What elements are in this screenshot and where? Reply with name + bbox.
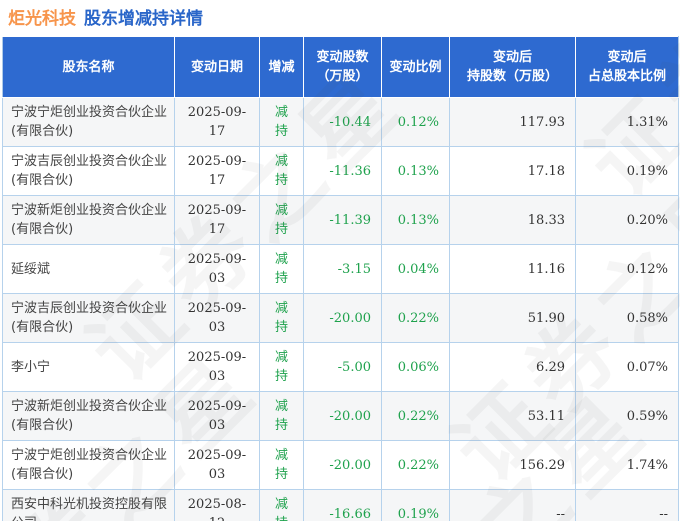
- cell-ratio-after: 0.58%: [575, 293, 679, 343]
- table-row: 李小宁 2025-09-03 减持 -5.00 0.06% 6.29 0.07%: [2, 342, 679, 392]
- table-row: 宁波吉辰创业投资合伙企业(有限合伙) 2025-09-17 减持 -11.36 0.13…: [2, 146, 679, 196]
- cell-ratio-after: 0.59%: [575, 391, 679, 441]
- table-row: 延绥斌 2025-09-03 减持 -3.15 0.04% 11.16 0.12%: [2, 244, 679, 294]
- cell-ratio-after: --: [575, 489, 679, 521]
- cell-change-date: 2025-09-03: [174, 440, 260, 490]
- cell-shares-after: --: [449, 489, 576, 521]
- cell-change-ratio: 0.06%: [381, 342, 450, 392]
- cell-inc-dec: 减持: [259, 97, 304, 147]
- cell-change-shares: -11.39: [303, 195, 382, 245]
- cell-shareholder-name: 宁波宁炬创业投资合伙企业(有限合伙): [2, 97, 175, 147]
- table-row: 宁波吉辰创业投资合伙企业(有限合伙) 2025-09-03 减持 -20.00 0.22…: [2, 293, 679, 343]
- cell-change-ratio: 0.19%: [381, 489, 450, 521]
- col-header-change-ratio: 变动比例: [381, 36, 450, 98]
- cell-change-ratio: 0.22%: [381, 440, 450, 490]
- table-header: 股东名称 变动日期 增减 变动股数 （万股） 变动比例 变动后 持股数（万股） 变动…: [2, 36, 679, 98]
- cell-inc-dec: 减持: [259, 293, 304, 343]
- cell-shares-after: 117.93: [449, 97, 576, 147]
- cell-shares-after: 18.33: [449, 195, 576, 245]
- cell-shareholder-name: 宁波新炬创业投资合伙企业(有限合伙): [2, 195, 175, 245]
- cell-inc-dec: 减持: [259, 244, 304, 294]
- cell-change-shares: -20.00: [303, 391, 382, 441]
- cell-ratio-after: 0.12%: [575, 244, 679, 294]
- cell-change-shares: -16.66: [303, 489, 382, 521]
- cell-change-date: 2025-09-03: [174, 342, 260, 392]
- cell-change-shares: -20.00: [303, 440, 382, 490]
- cell-shareholder-name: 宁波新炬创业投资合伙企业(有限合伙): [2, 391, 175, 441]
- cell-inc-dec: 减持: [259, 440, 304, 490]
- cell-change-date: 2025-09-03: [174, 244, 260, 294]
- cell-change-ratio: 0.22%: [381, 293, 450, 343]
- cell-change-date: 2025-09-03: [174, 391, 260, 441]
- cell-inc-dec: 减持: [259, 146, 304, 196]
- cell-inc-dec: 减持: [259, 489, 304, 521]
- page-subtitle: 股东增减持详情: [84, 9, 203, 29]
- cell-shareholder-name: 李小宁: [2, 342, 175, 392]
- table-row: 宁波新炬创业投资合伙企业(有限合伙) 2025-09-17 减持 -11.39 0.13…: [2, 195, 679, 245]
- cell-change-date: 2025-09-17: [174, 97, 260, 147]
- cell-change-shares: -5.00: [303, 342, 382, 392]
- page-title: 炬光科技 股东增减持详情: [0, 0, 680, 36]
- cell-shares-after: 11.16: [449, 244, 576, 294]
- cell-shares-after: 51.90: [449, 293, 576, 343]
- cell-change-date: 2025-09-17: [174, 195, 260, 245]
- cell-change-shares: -3.15: [303, 244, 382, 294]
- cell-shareholder-name: 宁波宁炬创业投资合伙企业(有限合伙): [2, 440, 175, 490]
- cell-change-ratio: 0.13%: [381, 195, 450, 245]
- table-row: 宁波宁炬创业投资合伙企业(有限合伙) 2025-09-17 减持 -10.44 0.12…: [2, 97, 679, 147]
- col-header-shares-after: 变动后 持股数（万股）: [449, 36, 576, 98]
- col-header-ratio-after: 变动后 占总股本比例: [575, 36, 679, 98]
- cell-change-ratio: 0.22%: [381, 391, 450, 441]
- cell-change-shares: -11.36: [303, 146, 382, 196]
- cell-change-ratio: 0.12%: [381, 97, 450, 147]
- cell-change-ratio: 0.13%: [381, 146, 450, 196]
- cell-change-date: 2025-09-03: [174, 293, 260, 343]
- col-header-shareholder-name: 股东名称: [2, 36, 175, 98]
- cell-change-ratio: 0.04%: [381, 244, 450, 294]
- cell-ratio-after: 1.74%: [575, 440, 679, 490]
- cell-shares-after: 53.11: [449, 391, 576, 441]
- table-row: 西安中科光机投资控股有限公司2025-08-12减持-16.660.19%---…: [2, 489, 679, 521]
- stock-name: 炬光科技: [8, 9, 76, 29]
- cell-ratio-after: 0.19%: [575, 146, 679, 196]
- cell-inc-dec: 减持: [259, 391, 304, 441]
- cell-shareholder-name: 宁波吉辰创业投资合伙企业(有限合伙): [2, 146, 175, 196]
- cell-inc-dec: 减持: [259, 195, 304, 245]
- cell-ratio-after: 0.20%: [575, 195, 679, 245]
- cell-change-date: 2025-08-12: [174, 489, 260, 521]
- cell-change-date: 2025-09-17: [174, 146, 260, 196]
- cell-inc-dec: 减持: [259, 342, 304, 392]
- col-header-change-shares: 变动股数 （万股）: [303, 36, 382, 98]
- cell-ratio-after: 0.07%: [575, 342, 679, 392]
- table-row: 宁波宁炬创业投资合伙企业(有限合伙) 2025-09-03 减持 -20.00 0.22…: [2, 440, 679, 490]
- col-header-change-date: 变动日期: [174, 36, 260, 98]
- col-header-inc-dec: 增减: [259, 36, 304, 98]
- shareholder-change-table: 股东名称 变动日期 增减 变动股数 （万股） 变动比例 变动后 持股数（万股） 变动…: [2, 36, 679, 521]
- table-row: 宁波新炬创业投资合伙企业(有限合伙) 2025-09-03 减持 -20.00 0.22…: [2, 391, 679, 441]
- cell-shares-after: 156.29: [449, 440, 576, 490]
- cell-shareholder-name: 西安中科光机投资控股有限公司: [2, 489, 175, 521]
- cell-shares-after: 17.18: [449, 146, 576, 196]
- cell-change-shares: -20.00: [303, 293, 382, 343]
- cell-shareholder-name: 宁波吉辰创业投资合伙企业(有限合伙): [2, 293, 175, 343]
- cell-shareholder-name: 延绥斌: [2, 244, 175, 294]
- cell-ratio-after: 1.31%: [575, 97, 679, 147]
- table-body: 宁波宁炬创业投资合伙企业(有限合伙) 2025-09-17 减持 -10.44 0.12…: [2, 97, 679, 521]
- cell-shares-after: 6.29: [449, 342, 576, 392]
- cell-change-shares: -10.44: [303, 97, 382, 147]
